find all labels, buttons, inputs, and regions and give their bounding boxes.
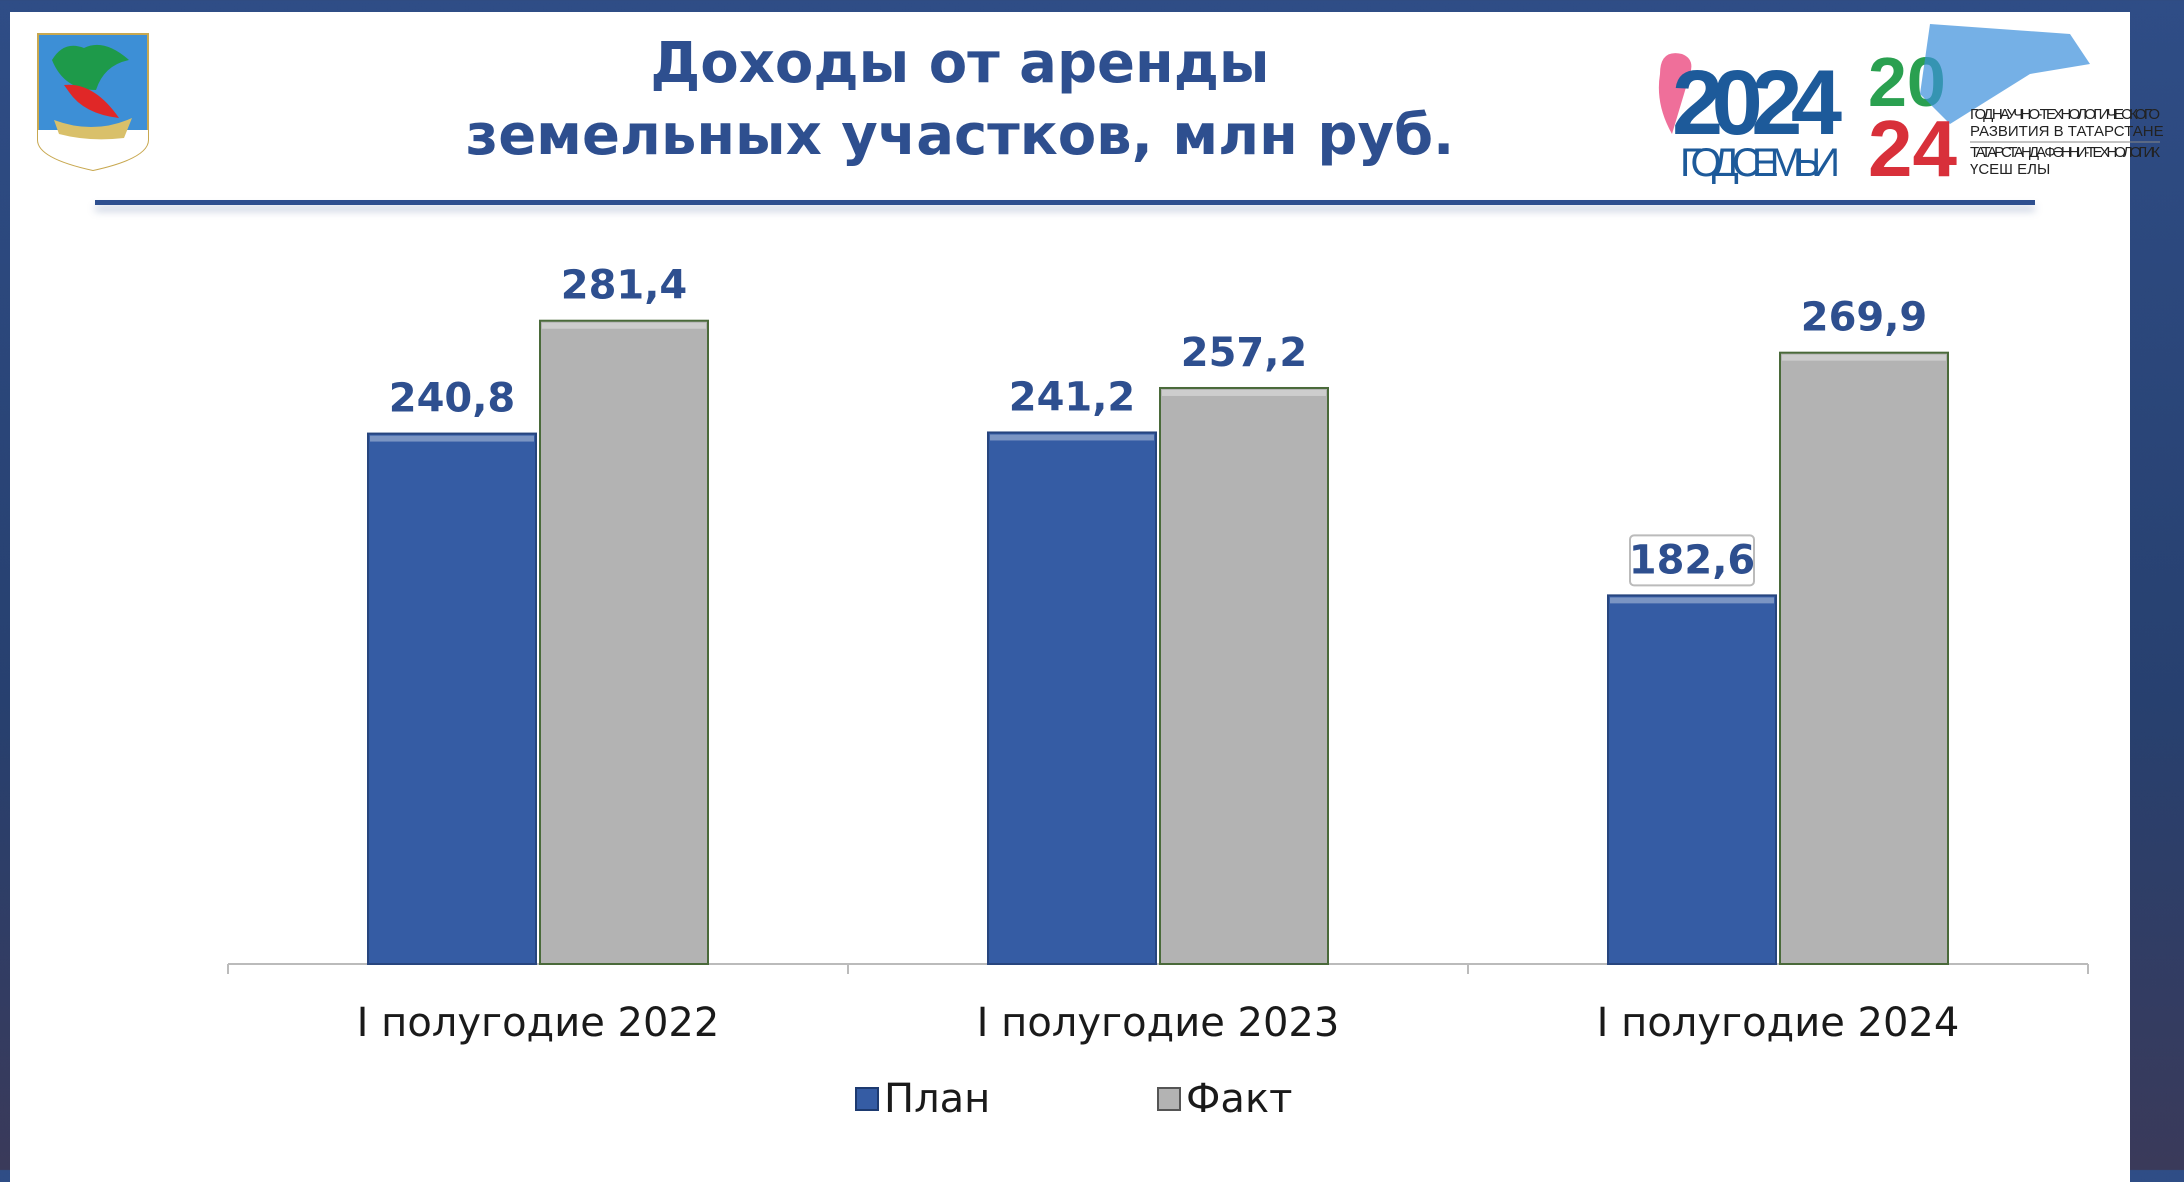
legend-label-fact: Факт: [1186, 1076, 1292, 1122]
title-divider: [95, 200, 2035, 205]
category-label: I полугодие 2023: [977, 1000, 1340, 1046]
legend: План Факт: [855, 1076, 1292, 1122]
category-label: I полугодие 2022: [357, 1000, 720, 1046]
data-label-plan: 182,6: [1629, 537, 1756, 583]
title-line-2: земельных участков, млн руб.: [465, 103, 1455, 168]
logo-family-year: 2024: [1672, 52, 1842, 154]
logo-tech-line4: ҮСЕШ ЕЛЫ: [1970, 161, 2050, 178]
logo-tech-line2: РАЗВИТИЯ В ТАТАРСТАНЕ: [1970, 123, 2164, 140]
bar-plan: [1607, 594, 1777, 965]
data-label-plan: 241,2: [1009, 374, 1136, 420]
logo-tech-line1: ГОД НАУЧНО-ТЕХНОЛОГИЧЕСКОГО: [1970, 106, 2160, 123]
year-logos: 2024 ГОД СЕМЬИ 20 24 ГОД НАУЧНО-ТЕХНОЛОГ…: [1658, 24, 2164, 184]
coat-of-arms-logo: [37, 33, 149, 172]
data-label-box: [1629, 534, 1755, 587]
category-label: I полугодие 2024: [1597, 1000, 1960, 1046]
title-line-1: Доходы от аренды: [650, 31, 1270, 96]
legend-swatch-fact: [1157, 1087, 1181, 1111]
bar-plan: [987, 431, 1157, 965]
bar-plan: [367, 432, 537, 965]
bar-fact: [1159, 386, 1329, 965]
legend-swatch-plan: [855, 1087, 879, 1111]
bar-fact: [539, 319, 709, 965]
data-label-fact: 257,2: [1181, 330, 1308, 376]
page-title: Доходы от аренды земельных участков, млн…: [380, 28, 1540, 172]
logo-family-caption: ГОД СЕМЬИ: [1680, 141, 1840, 184]
bar-fact: [1779, 351, 1949, 966]
logo-tech-line3: ТАТАРСТАНДА ФӘННИ-ТЕХНОЛОГИК: [1970, 144, 2160, 161]
data-label-fact: 269,9: [1801, 295, 1928, 341]
data-label-fact: 281,4: [561, 263, 688, 309]
logo-tech-year: 24: [1868, 104, 1957, 184]
data-label-plan: 240,8: [389, 376, 516, 422]
legend-label-plan: План: [884, 1076, 990, 1122]
